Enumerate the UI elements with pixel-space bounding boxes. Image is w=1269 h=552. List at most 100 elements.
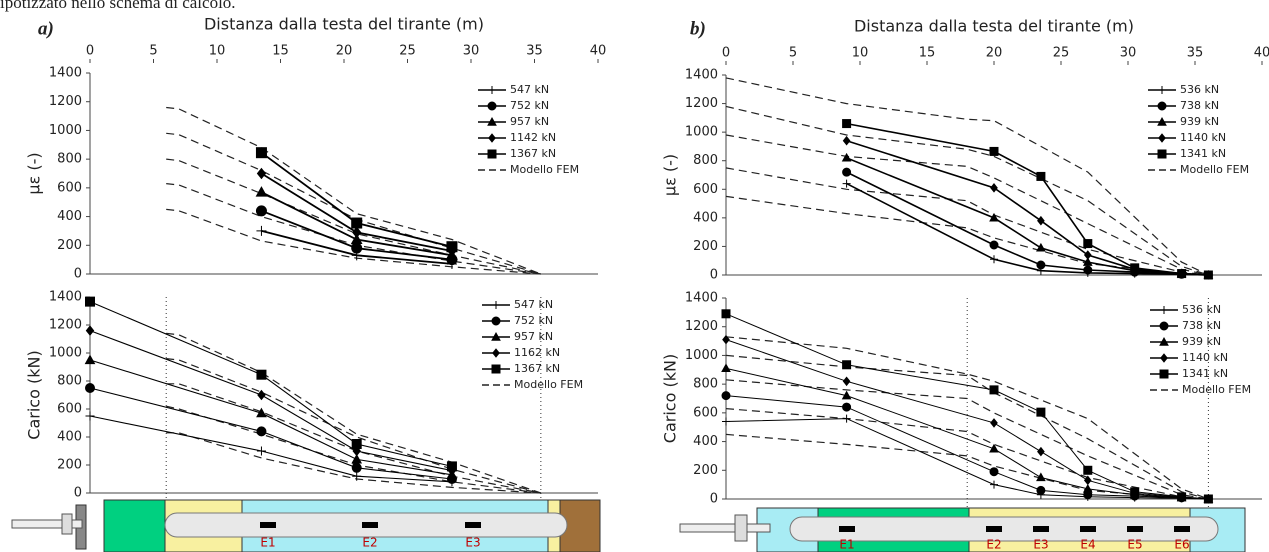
sensor-label: E1 xyxy=(839,538,854,552)
series-line xyxy=(725,418,1209,500)
y-tick-label: 1200 xyxy=(49,94,82,109)
legend-marker xyxy=(492,301,500,309)
fem-curve xyxy=(166,158,541,275)
marker xyxy=(1082,483,1093,493)
marker xyxy=(1036,260,1046,270)
legend-label: 957 kN xyxy=(514,330,553,343)
legend-label: 1142 kN xyxy=(510,131,556,144)
legend-marker xyxy=(487,116,497,126)
marker xyxy=(842,135,851,146)
y-tick-label: 1000 xyxy=(685,348,718,363)
legend-marker xyxy=(1158,133,1166,143)
sensor-label: E3 xyxy=(1033,538,1048,552)
marker xyxy=(722,417,730,426)
fem-curve xyxy=(166,432,541,494)
x-axis-title: Distanza dalla testa del tirante (m) xyxy=(854,17,1134,36)
marker xyxy=(352,226,362,239)
legend-label: 547 kN xyxy=(514,298,553,311)
fem-curve xyxy=(725,167,1209,276)
marker xyxy=(1203,494,1213,504)
marker xyxy=(256,369,267,380)
legend-label: 939 kN xyxy=(1182,335,1221,348)
marker xyxy=(1203,270,1213,280)
y-axis-title: Carico (kN) xyxy=(661,354,680,443)
marker xyxy=(990,418,998,428)
y-tick-label: 200 xyxy=(693,463,718,478)
marker xyxy=(351,217,363,229)
marker xyxy=(84,354,96,365)
marker xyxy=(842,402,852,412)
legend-marker xyxy=(1160,353,1168,363)
marker xyxy=(351,462,362,473)
marker xyxy=(1083,475,1092,486)
y-tick-label: 800 xyxy=(693,153,718,168)
series-line xyxy=(846,157,1209,276)
marker xyxy=(989,467,999,477)
x-tick-label: 30 xyxy=(463,44,480,59)
sensor-label: E3 xyxy=(465,536,480,550)
panel-label: b) xyxy=(690,18,706,39)
y-tick-label: 1200 xyxy=(49,318,82,333)
series-line xyxy=(725,395,1209,500)
marker xyxy=(721,363,731,373)
y-tick-label: 1400 xyxy=(685,68,718,83)
marker xyxy=(85,325,95,336)
fem-curve xyxy=(725,354,1209,500)
y-tick-label: 600 xyxy=(693,182,718,197)
marker xyxy=(842,414,851,423)
legend-label: 939 kN xyxy=(1180,115,1219,128)
y-tick-label: 0 xyxy=(74,267,82,282)
legend-marker xyxy=(1159,369,1169,379)
y-tick-label: 600 xyxy=(57,180,82,195)
marker xyxy=(1083,250,1092,260)
marker xyxy=(1036,485,1046,495)
legend-label: Modello FEM xyxy=(514,378,583,391)
x-tick-label: 40 xyxy=(1254,46,1269,61)
legend-label: 1341 kN xyxy=(1182,367,1228,380)
fem-curve xyxy=(725,195,1209,276)
fem-curve xyxy=(725,77,1209,276)
marker xyxy=(721,391,731,401)
y-tick-label: 1000 xyxy=(685,125,718,140)
series-line xyxy=(725,367,1209,500)
marker xyxy=(1130,487,1140,497)
legend-marker xyxy=(488,86,496,94)
marker xyxy=(1036,472,1046,482)
marker xyxy=(1083,265,1093,275)
legend-marker xyxy=(492,348,500,358)
x-tick-label: 25 xyxy=(1053,46,1070,61)
sensor-label: E4 xyxy=(1080,538,1095,552)
marker xyxy=(351,242,363,254)
marker xyxy=(989,146,999,156)
x-tick-label: 0 xyxy=(722,46,730,61)
y-tick-label: 800 xyxy=(693,377,718,392)
x-tick-label: 0 xyxy=(86,44,94,59)
x-tick-label: 20 xyxy=(986,46,1003,61)
legend-label: Modello FEM xyxy=(510,163,579,176)
marker xyxy=(842,119,852,129)
x-tick-label: 5 xyxy=(149,44,157,59)
series-line xyxy=(725,339,1209,500)
legend-marker xyxy=(491,316,501,326)
x-tick-label: 10 xyxy=(852,46,869,61)
marker xyxy=(722,334,730,345)
series-line xyxy=(846,182,1209,276)
legend-label: Modello FEM xyxy=(1182,383,1251,396)
marker xyxy=(842,376,851,387)
fem-curve xyxy=(166,132,541,275)
sensor-label: E1 xyxy=(260,536,275,550)
marker xyxy=(255,147,267,159)
y-tick-label: 1400 xyxy=(49,66,82,81)
marker xyxy=(256,446,266,456)
legend-marker xyxy=(487,149,497,159)
legend-marker xyxy=(491,331,501,341)
schematic-a: E1 E2 E3 xyxy=(11,499,601,552)
legend-label: 1367 kN xyxy=(510,147,556,160)
marker xyxy=(989,240,999,250)
legend-label: 1162 kN xyxy=(514,346,560,359)
marker xyxy=(989,385,999,395)
x-tick-label: 20 xyxy=(336,44,353,59)
y-tick-label: 600 xyxy=(693,405,718,420)
marker xyxy=(351,453,363,464)
fem-curve xyxy=(166,358,541,494)
